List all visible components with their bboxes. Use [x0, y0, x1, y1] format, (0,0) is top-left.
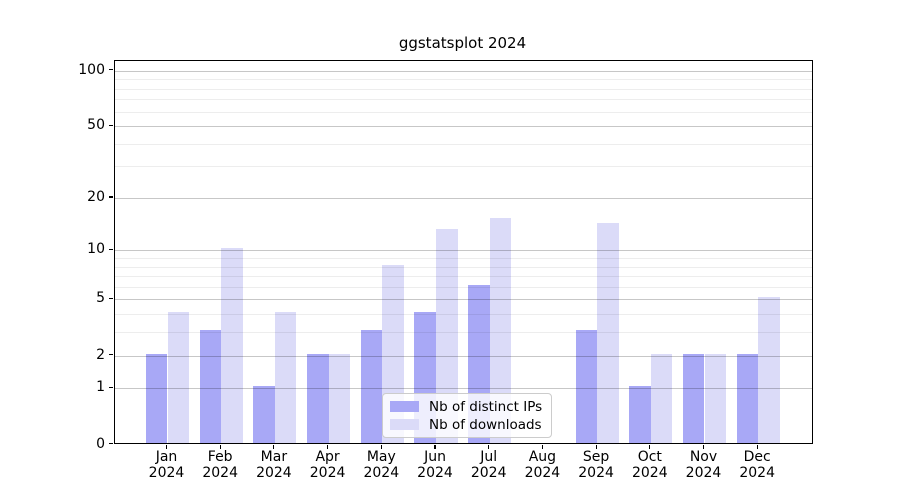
bar-ips-may [360, 330, 383, 443]
gridline-major [114, 126, 812, 128]
gridline-major [114, 70, 812, 72]
gridline-minor [114, 314, 812, 316]
gridline-major [114, 299, 812, 301]
bar-downloads-oct [650, 353, 673, 443]
y-tick-label: 2 [96, 346, 105, 363]
bar-ips-sep [575, 330, 598, 443]
bar-downloads-jul [489, 218, 512, 443]
y-tick-label: 0 [96, 435, 105, 452]
x-tick-mark [380, 444, 382, 449]
bar-ips-mar [253, 386, 275, 443]
bar-ips-feb [199, 330, 222, 443]
bar-downloads-mar [274, 312, 297, 443]
x-tick-label-aug: Aug 2024 [524, 449, 561, 481]
x-tick-label-apr: Apr 2024 [309, 449, 346, 481]
y-tick-mark [108, 442, 113, 445]
y-tick-mark [108, 248, 113, 250]
x-tick-label-oct: Oct 2024 [631, 449, 668, 481]
bar-ips-jan [145, 353, 168, 443]
bar-downloads-jun [436, 228, 458, 443]
chart-title: ggstatsplot 2024 [398, 34, 527, 52]
bar-ips-apr [307, 353, 329, 443]
x-tick-mark [756, 444, 758, 449]
x-tick-mark [649, 444, 651, 449]
x-tick-label-mar: Mar 2024 [256, 449, 292, 481]
y-tick-mark [108, 386, 113, 388]
x-tick-label-jan: Jan 2024 [148, 449, 185, 481]
y-tick-label: 5 [96, 290, 105, 307]
x-tick-mark [434, 444, 436, 449]
legend-label: Nb of distinct IPs [429, 398, 543, 415]
y-tick-label: 100 [78, 61, 105, 78]
plot-area [113, 60, 813, 444]
x-tick-mark [488, 444, 490, 449]
gridline-major [114, 197, 812, 199]
x-tick-label-feb: Feb 2024 [202, 449, 238, 481]
bar-downloads-dec [758, 297, 780, 443]
y-tick-label: 50 [87, 117, 105, 134]
x-tick-mark [273, 444, 275, 449]
x-tick-mark [595, 444, 597, 449]
x-tick-mark [327, 444, 329, 449]
bar-ips-oct [629, 386, 651, 443]
bar-ips-dec [736, 353, 759, 443]
bar-ips-nov [682, 353, 705, 443]
bar-downloads-nov [704, 353, 727, 443]
x-tick-label-nov: Nov 2024 [685, 449, 722, 481]
legend: Nb of distinct IPs Nb of downloads [382, 393, 552, 438]
y-tick-label: 10 [87, 241, 105, 258]
gridline-minor [114, 79, 812, 81]
y-tick-mark [108, 353, 113, 356]
x-tick-label-jun: Jun 2024 [417, 449, 453, 481]
gridline-minor [114, 266, 812, 268]
gridline-minor [114, 88, 812, 90]
gridline-minor [114, 258, 812, 260]
x-tick-mark [219, 444, 221, 449]
gridline-minor [114, 286, 812, 288]
bar-downloads-feb [221, 248, 243, 443]
legend-row: Nb of downloads [390, 417, 542, 432]
gridline-minor [114, 143, 812, 145]
bar-downloads-jan [167, 312, 190, 443]
x-tick-label-sep: Sep 2024 [578, 449, 614, 481]
y-tick-mark [108, 124, 113, 126]
y-tick-label: 1 [96, 379, 105, 396]
x-tick-mark [165, 444, 168, 449]
x-tick-label-jul: Jul 2024 [470, 449, 507, 481]
gridline-minor [114, 276, 812, 278]
gridline-minor [114, 166, 812, 168]
x-tick-label-dec: Dec 2024 [739, 449, 775, 481]
legend-swatch-downloads [390, 419, 419, 430]
gridline-minor [114, 111, 812, 113]
x-tick-mark [541, 444, 543, 449]
y-tick-mark [108, 69, 113, 71]
bar-downloads-apr [328, 353, 351, 443]
legend-row: Nb of distinct IPs [390, 399, 542, 414]
y-tick-mark [108, 196, 113, 198]
y-tick-mark [108, 297, 113, 299]
legend-swatch-ips [390, 401, 419, 412]
gridline-minor [114, 99, 812, 101]
y-tick-label: 20 [87, 188, 105, 205]
legend-label: Nb of downloads [429, 416, 542, 433]
x-tick-mark [702, 444, 705, 449]
gridline-major [114, 250, 812, 252]
x-tick-label-may: May 2024 [363, 449, 400, 481]
bar-downloads-sep [597, 223, 619, 443]
